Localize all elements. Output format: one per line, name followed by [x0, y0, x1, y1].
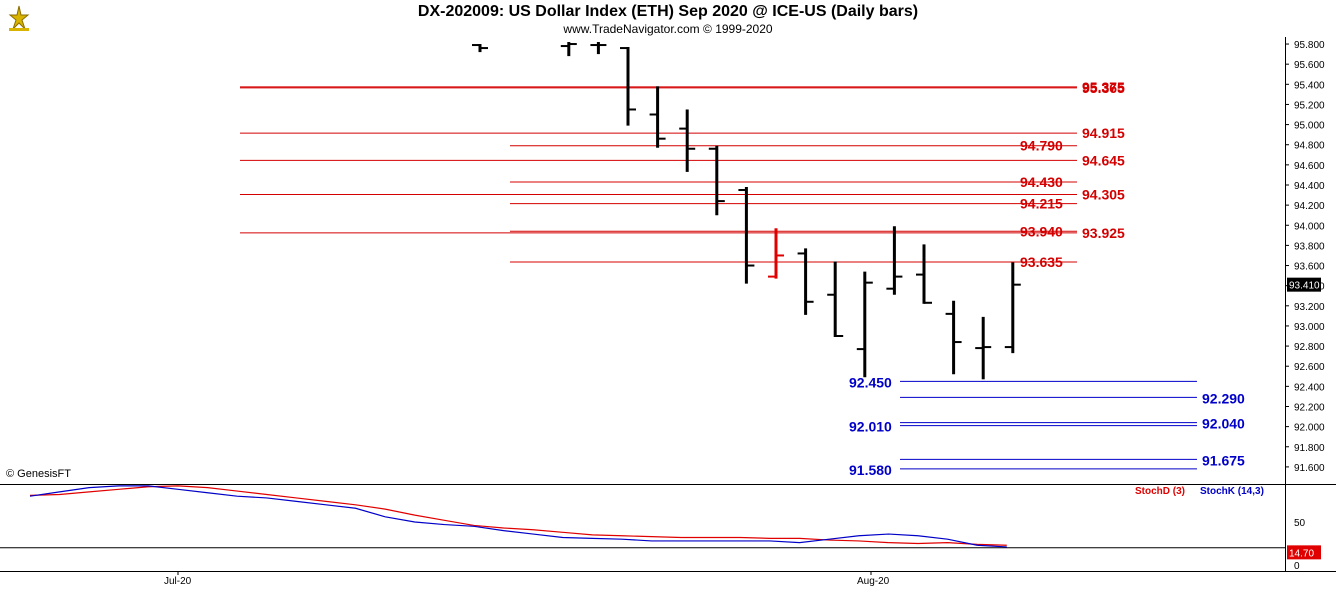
x-tick-label: Aug-20: [857, 576, 890, 587]
legend-stochd: StochD (3): [1135, 486, 1185, 497]
price-tick-label: 95.400: [1294, 80, 1325, 91]
price-tick-label: 93.000: [1294, 322, 1325, 333]
last-price-label: 93.410: [1289, 281, 1320, 292]
resistance-label: 94.915: [1082, 125, 1125, 141]
resistance-label: 93.635: [1020, 254, 1063, 270]
price-tick-label: 92.800: [1294, 342, 1325, 353]
legend-stochk: StochK (14,3): [1200, 486, 1264, 497]
price-tick-label: 93.800: [1294, 241, 1325, 252]
price-tick-label: 91.800: [1294, 443, 1325, 454]
price-tick-label: 91.600: [1294, 463, 1325, 474]
resistance-label: 94.430: [1020, 174, 1063, 190]
stoch-series-line: [29, 485, 1007, 548]
genesis-logo-icon: [4, 3, 34, 33]
support-label: 92.450: [849, 374, 892, 390]
price-tick-label: 95.800: [1294, 40, 1325, 51]
price-tick-label: 95.000: [1294, 121, 1325, 132]
price-tick-label: 94.800: [1294, 141, 1325, 152]
stoch-series-line: [29, 485, 1007, 546]
resistance-label: 94.645: [1082, 152, 1125, 168]
x-tick-label: Jul-20: [164, 576, 192, 587]
resistance-label: 95.375: [1082, 79, 1125, 95]
price-tick-label: 93.600: [1294, 262, 1325, 273]
chart-title: DX-202009: US Dollar Index (ETH) Sep 202…: [417, 3, 919, 20]
resistance-label: 94.790: [1020, 138, 1063, 154]
stoch-tick-label: 0: [1294, 561, 1300, 572]
stoch-tick-label: 50: [1294, 518, 1306, 529]
resistance-label: 94.215: [1020, 196, 1063, 212]
resistance-label: 93.925: [1082, 225, 1125, 241]
resistance-label: 94.305: [1082, 187, 1125, 203]
price-tick-label: 94.600: [1294, 161, 1325, 172]
price-tick-label: 94.000: [1294, 221, 1325, 232]
resistance-label: 95.365: [1082, 80, 1125, 96]
copyright-text: © GenesisFT: [6, 468, 71, 480]
stoch-last-label: 14.70: [1289, 548, 1314, 559]
chart-subtitle: www.TradeNavigator.com © 1999-2020: [563, 22, 773, 36]
price-tick-label: 95.200: [1294, 100, 1325, 111]
support-label: 91.675: [1202, 452, 1245, 468]
price-tick-label: 94.200: [1294, 201, 1325, 212]
price-tick-label: 94.400: [1294, 181, 1325, 192]
support-label: 92.010: [849, 419, 892, 435]
support-label: 92.040: [1202, 416, 1245, 432]
price-tick-label: 92.600: [1294, 362, 1325, 373]
price-tick-label: 93.200: [1294, 302, 1325, 313]
last-price-badge: [1287, 277, 1321, 292]
support-label: 91.580: [849, 462, 892, 478]
price-tick-label: 92.000: [1294, 423, 1325, 434]
price-tick-label: 95.600: [1294, 60, 1325, 71]
stoch-last-badge: [1287, 545, 1321, 560]
resistance-label: 93.940: [1020, 223, 1063, 239]
price-tick-label: 92.400: [1294, 382, 1325, 393]
price-tick-label: 92.200: [1294, 402, 1325, 413]
support-label: 92.290: [1202, 390, 1245, 406]
